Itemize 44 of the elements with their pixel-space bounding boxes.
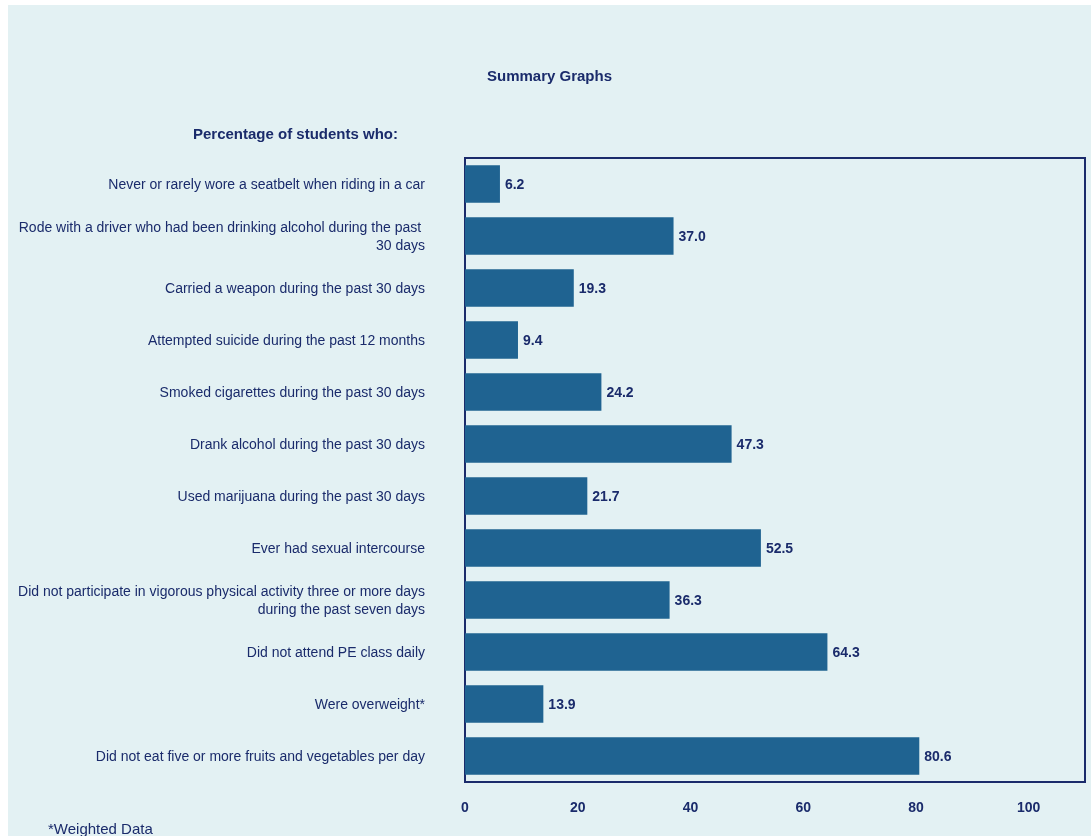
bar bbox=[465, 217, 674, 255]
x-tick-label: 40 bbox=[682, 799, 699, 815]
bar bbox=[465, 581, 670, 619]
data-label: 19.3 bbox=[578, 280, 607, 296]
y-tick-label: Did not attend PE class daily bbox=[246, 644, 425, 660]
data-label: 80.6 bbox=[924, 748, 952, 764]
bar bbox=[465, 373, 602, 411]
x-tick-label: 100 bbox=[1016, 799, 1041, 815]
bar bbox=[465, 529, 761, 567]
y-tick-label: Used marijuana during the past 30 days bbox=[177, 488, 425, 504]
y-tick-label: Attempted suicide during the past 12 months bbox=[147, 332, 425, 348]
y-tick-label: Drank alcohol during the past 30 days bbox=[189, 436, 425, 452]
chart-title: Summary Graphs bbox=[486, 67, 613, 84]
y-tick-label: Smoked cigarettes during the past 30 days bbox=[159, 384, 425, 400]
y-tick-label: Carried a weapon during the past 30 days bbox=[165, 280, 425, 296]
text: Percentage of students who: bbox=[193, 125, 399, 142]
bar bbox=[465, 737, 920, 775]
data-label: 13.9 bbox=[548, 696, 576, 712]
y-tick-label: Rode with a driver who had been drinking alcohol during the past 30 days bbox=[18, 219, 425, 253]
x-tick-label: 60 bbox=[795, 799, 812, 815]
y-tick-label: Did not participate in vigorous physical activity three or more days during the past seven days bbox=[18, 583, 425, 617]
data-label: 37.0 bbox=[678, 228, 707, 244]
y-tick-label: Ever had sexual intercourse bbox=[251, 540, 426, 556]
data-label: 64.3 bbox=[832, 644, 860, 660]
data-label: 6.2 bbox=[504, 176, 525, 192]
data-label: 9.4 bbox=[522, 332, 543, 348]
bar bbox=[465, 633, 828, 671]
data-label: 36.3 bbox=[674, 592, 703, 608]
x-tick-label: 80 bbox=[908, 799, 924, 815]
x-tick-label: 20 bbox=[569, 799, 586, 815]
x-tick-label: 0 bbox=[461, 799, 470, 815]
data-label: 47.3 bbox=[736, 436, 765, 452]
data-label: 21.7 bbox=[592, 488, 620, 504]
bar bbox=[465, 477, 588, 515]
y-tick-label: Never or rarely wore a seatbelt when riding in a car bbox=[108, 176, 426, 192]
y-tick-label: Were overweight* bbox=[314, 696, 426, 712]
bar bbox=[465, 425, 732, 463]
bar bbox=[465, 269, 574, 307]
data-label: 24.2 bbox=[606, 384, 634, 400]
y-tick-label: Did not eat five or more fruits and vegetables per day bbox=[95, 748, 425, 764]
bar bbox=[465, 685, 544, 723]
bar bbox=[465, 321, 518, 359]
data-label: 52.5 bbox=[765, 540, 794, 556]
bar bbox=[465, 165, 500, 203]
